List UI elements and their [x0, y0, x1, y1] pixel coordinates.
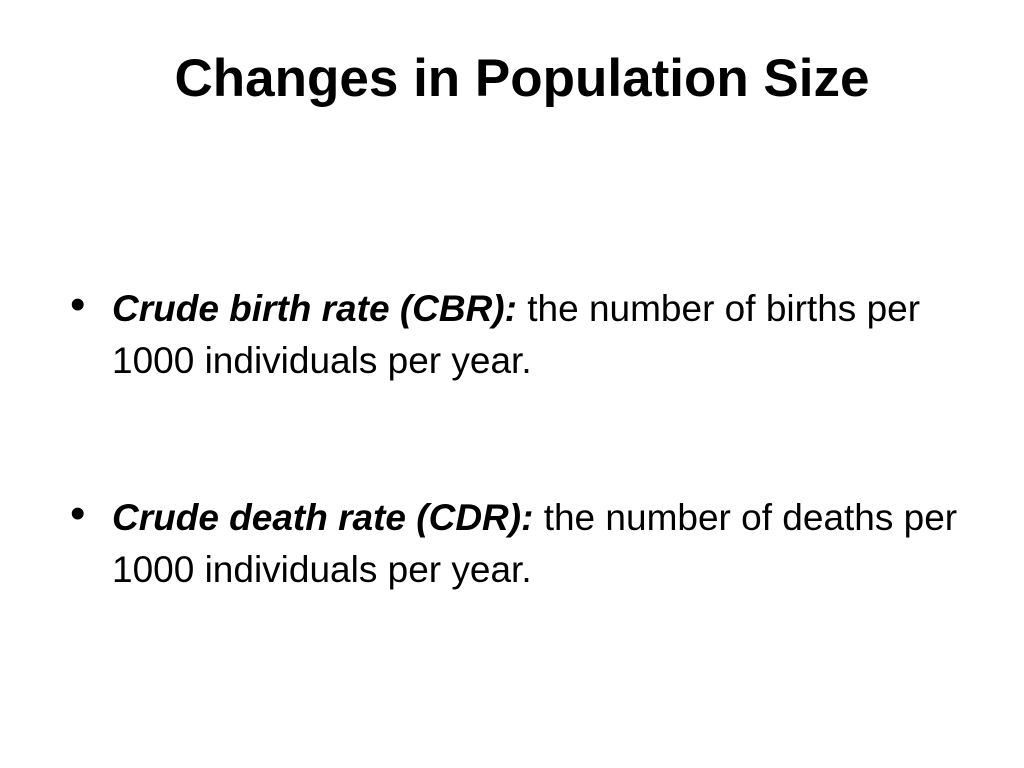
- bullet-term: Crude birth rate (CBR):: [112, 288, 517, 329]
- bullet-definition: the number of deaths per 1000 individual…: [112, 497, 958, 590]
- bullet-item-cbr: • Crude birth rate (CBR): the number of …: [70, 283, 970, 387]
- bullet-definition: the number of births per 1000 individual…: [112, 288, 921, 381]
- bullet-list: • Crude birth rate (CBR): the number of …: [70, 283, 970, 596]
- bullet-item-cdr: • Crude death rate (CDR): the number of …: [70, 492, 970, 596]
- slide-title: Changes in Population Size: [174, 49, 870, 108]
- bullet-dot-icon: •: [70, 280, 86, 329]
- bullet-dot-icon: •: [70, 489, 86, 538]
- bullet-term: Crude death rate (CDR):: [112, 497, 534, 538]
